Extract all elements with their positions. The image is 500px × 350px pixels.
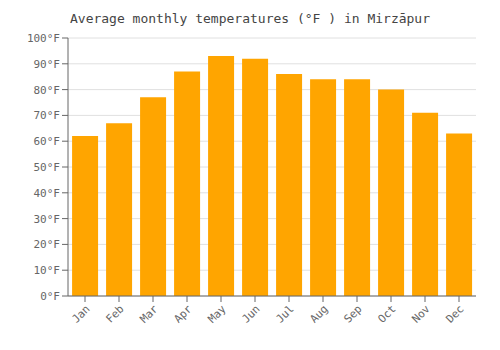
svg-text:80°F: 80°F: [34, 84, 61, 97]
svg-text:Feb: Feb: [103, 302, 126, 325]
svg-text:Oct: Oct: [375, 302, 398, 325]
svg-text:10°F: 10°F: [34, 264, 61, 277]
svg-text:Jun: Jun: [239, 302, 262, 325]
svg-text:Jan: Jan: [69, 302, 92, 325]
svg-text:May: May: [205, 302, 229, 326]
svg-text:30°F: 30°F: [34, 213, 61, 226]
svg-text:100°F: 100°F: [27, 32, 60, 45]
svg-text:0°F: 0°F: [40, 290, 60, 303]
svg-text:90°F: 90°F: [34, 58, 61, 71]
svg-text:Nov: Nov: [409, 302, 433, 326]
svg-text:70°F: 70°F: [34, 109, 61, 122]
svg-text:Apr: Apr: [171, 302, 195, 326]
html-text:Average monthly temperatures (: Average monthly temperatures (°F ) in Mi…: [70, 11, 430, 26]
svg-text:40°F: 40°F: [34, 187, 61, 200]
svg-text:50°F: 50°F: [34, 161, 61, 174]
svg-text:60°F: 60°F: [34, 135, 61, 148]
svg-text:Dec: Dec: [443, 302, 466, 325]
svg-text:20°F: 20°F: [34, 238, 61, 251]
svg-text:Jul: Jul: [273, 302, 296, 325]
svg-text:Sep: Sep: [341, 302, 364, 325]
svg-text:Aug: Aug: [307, 302, 330, 325]
svg-text:Mar: Mar: [137, 302, 161, 326]
